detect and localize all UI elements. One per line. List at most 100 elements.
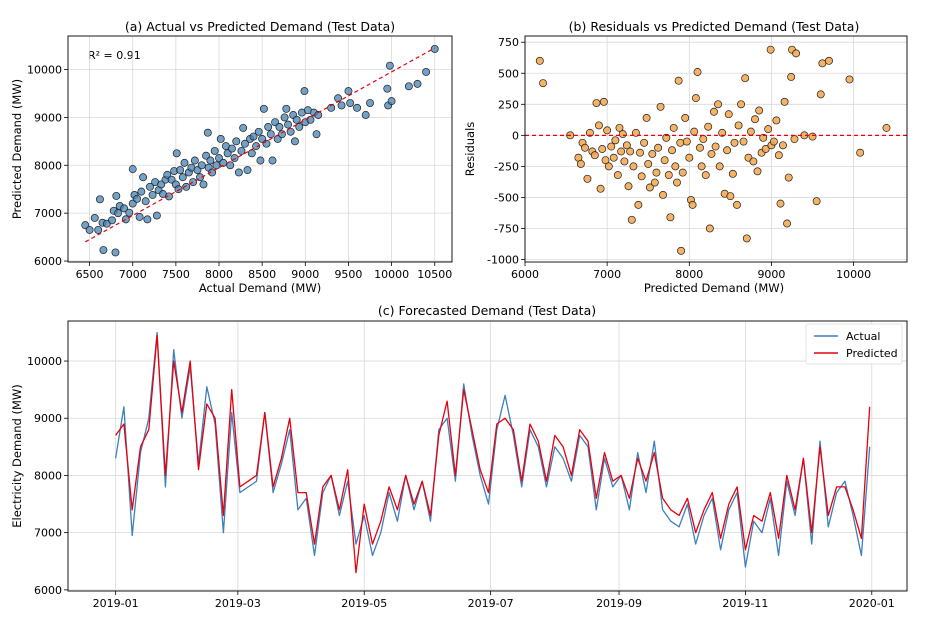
panel-a-point	[226, 161, 235, 170]
panel-b-frame	[524, 35, 908, 263]
panel-b-point	[634, 200, 643, 209]
panel-b-point	[618, 130, 627, 139]
panel-b-point	[812, 197, 821, 206]
panel-a-point	[94, 225, 103, 234]
panel-a-xtick-label: 7500	[162, 268, 190, 281]
panel-b-point	[718, 128, 727, 137]
panel-b-point	[741, 74, 750, 83]
panel-b-ytick-label: 250	[498, 98, 519, 111]
panel-a-point	[112, 191, 121, 200]
panel-a-point	[232, 137, 241, 146]
panel-c-ytick-label: 10000	[27, 355, 62, 368]
panel-b-point	[690, 127, 699, 136]
panel-b-point	[737, 100, 746, 109]
panel-a-point	[199, 180, 208, 189]
panel-a-frame	[67, 35, 453, 263]
panel-b-point	[604, 162, 613, 171]
panel-b-point	[660, 156, 669, 165]
panel-a-point	[280, 113, 289, 122]
panel-a-point	[334, 94, 343, 103]
panel-a-point	[252, 142, 261, 151]
panel-a-annotation: R² = 0.91	[88, 49, 141, 62]
panel-a-reference-line	[84, 47, 436, 243]
panel-b-point	[707, 150, 716, 158]
panel-a-point	[312, 130, 321, 139]
panel-b-point	[724, 110, 733, 119]
panel-a-xtick-label: 9500	[334, 268, 362, 281]
panel-b-point	[664, 171, 673, 180]
panel-a-point	[385, 61, 394, 70]
panel-a-point	[206, 156, 215, 165]
panel-b-point	[776, 199, 785, 208]
panel-b-point	[585, 128, 594, 137]
panel-a-point	[353, 103, 362, 112]
panel-b-point	[780, 97, 789, 106]
panel-b-point	[645, 183, 654, 192]
panel-b-point	[682, 137, 691, 146]
panel-a-point	[240, 139, 249, 148]
panel-b-point	[637, 172, 646, 181]
panel-b-point	[599, 97, 608, 106]
panel-a-point	[148, 191, 157, 199]
panel-a-title: (a) Actual vs Predicted Demand (Test Dat…	[125, 19, 395, 34]
panel-b-point	[732, 200, 741, 209]
panel-b-point	[766, 45, 775, 54]
panel-c-ytick-label: 9000	[34, 412, 62, 425]
panel-b-point	[631, 128, 640, 137]
panel-b-point	[644, 159, 653, 168]
panel-b-point	[779, 141, 787, 150]
panel-a-point	[108, 216, 116, 225]
panel-c-xtick-label: 2019-03	[215, 597, 261, 610]
panel-c-ylabel: Electricity Demand (MW)	[10, 384, 24, 527]
panel-b-point	[617, 147, 626, 156]
panel-a-point	[284, 120, 292, 129]
panel-a-point	[268, 156, 277, 165]
panel-b-point	[755, 106, 764, 115]
panel-b-point	[613, 171, 622, 180]
panel-b-point	[772, 116, 781, 125]
panel-b-point	[590, 151, 599, 160]
panel-b-point	[539, 79, 548, 88]
panel-b-title: (b) Residuals vs Predicted Demand (Test …	[569, 19, 860, 34]
panel-b-point	[640, 138, 649, 147]
panel-b-point	[825, 56, 833, 65]
panel-a-point	[243, 166, 252, 175]
panel-b-point	[787, 73, 796, 81]
panel-b-point	[654, 143, 663, 152]
panel-b-ylabel: Residuals	[463, 122, 477, 177]
panel-a-point	[306, 115, 315, 124]
panel-b-point	[742, 234, 751, 243]
panel-a-point	[290, 137, 299, 146]
panel-a-point	[197, 161, 206, 170]
panel-b-point	[769, 137, 778, 146]
panel-a-point	[165, 192, 173, 201]
panel-a-point	[176, 166, 185, 175]
panel-b-point	[685, 153, 694, 162]
panel-a-point	[95, 195, 104, 204]
panel-a-ylabel: Predicted Demand (MW)	[10, 79, 24, 219]
panel-b-point	[792, 49, 801, 58]
panel-b-point	[730, 138, 739, 147]
panel-b-point	[709, 107, 718, 116]
panel-b-point	[882, 123, 891, 132]
panel-b-point	[583, 174, 592, 183]
panel-b-point	[699, 135, 708, 144]
panel-a-ytick-label: 6000	[34, 255, 62, 268]
panel-b-point	[678, 168, 687, 177]
panel-a-point	[295, 123, 304, 131]
panel-a-point	[216, 134, 225, 143]
panel-b-ytick-label: -750	[494, 222, 519, 235]
panel-a-xtick-label: 8500	[248, 268, 276, 281]
panel-a-xlabel: Actual Demand (MW)	[199, 281, 321, 295]
panel-b-point	[620, 157, 629, 166]
panel-b-point	[784, 173, 793, 182]
panel-b-point	[790, 135, 799, 144]
panel-a-ytick-label: 10000	[27, 64, 62, 77]
panel-a-point	[422, 67, 431, 76]
panel-b-point	[739, 137, 748, 146]
panel-a-point	[128, 165, 137, 174]
panel-a-point	[172, 149, 181, 158]
legend-actual-label: Actual	[846, 330, 880, 343]
panel-a-point	[230, 154, 239, 163]
panel-b-ytick-label: -1000	[487, 254, 519, 267]
